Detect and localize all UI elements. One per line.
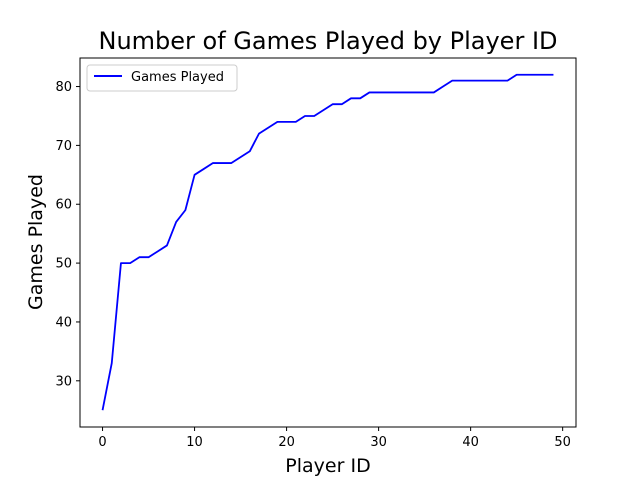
- y-tick-label: 50: [55, 257, 72, 272]
- x-tick-label: 30: [370, 435, 387, 450]
- y-tick-label: 70: [55, 139, 72, 154]
- x-tick-label: 50: [554, 435, 571, 450]
- y-tick-label: 40: [55, 315, 72, 330]
- legend: Games Played: [86, 64, 238, 92]
- y-tick-label: 80: [55, 80, 72, 95]
- x-tick-label: 20: [278, 435, 295, 450]
- y-tick-label: 60: [55, 198, 72, 213]
- legend-box: [86, 64, 238, 92]
- chart-title: Number of Games Played by Player ID: [99, 27, 558, 55]
- series-layer: [101, 73, 554, 411]
- y-tick-label: 30: [55, 374, 72, 389]
- y-axis-label: Games Played: [25, 174, 47, 310]
- plot-area: [79, 57, 577, 428]
- axes-frame: [79, 57, 577, 428]
- x-tick-label: 40: [462, 435, 479, 450]
- x-tick-label: 0: [98, 435, 106, 450]
- x-axis-ticks: 0 10 20 30 40 50: [98, 427, 571, 450]
- series-line-games-played: [101, 73, 554, 411]
- y-axis-ticks: 30 40 50 60 70 80: [55, 80, 80, 389]
- x-axis-label: Player ID: [285, 455, 370, 477]
- legend-label: Games Played: [131, 70, 224, 85]
- x-tick-label: 10: [186, 435, 203, 450]
